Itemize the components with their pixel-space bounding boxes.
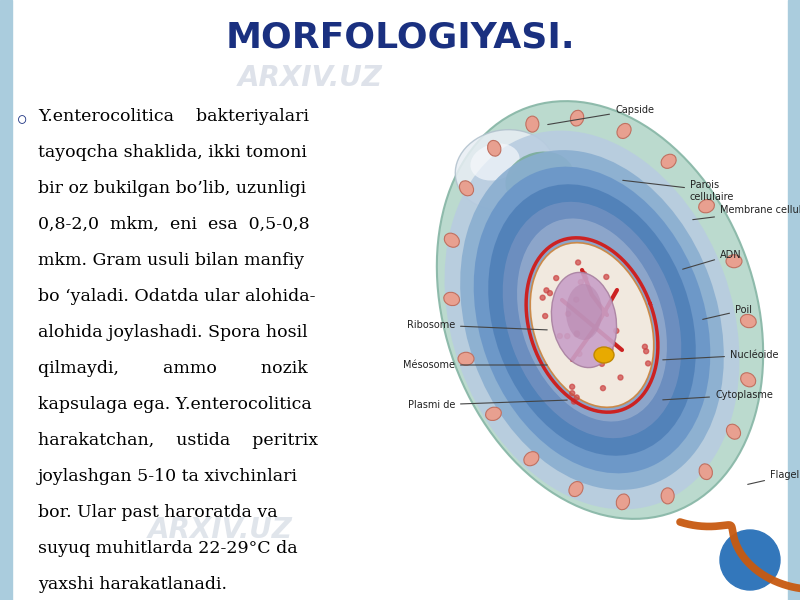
- Text: MORFOLOGIYASI.: MORFOLOGIYASI.: [226, 21, 574, 55]
- Circle shape: [644, 349, 649, 354]
- Ellipse shape: [460, 150, 724, 490]
- Circle shape: [601, 386, 606, 391]
- Ellipse shape: [698, 200, 714, 213]
- Circle shape: [571, 399, 577, 404]
- Circle shape: [570, 391, 574, 395]
- Text: joylashgan 5-10 ta xivchinlari: joylashgan 5-10 ta xivchinlari: [38, 468, 298, 485]
- Text: yaxshi harakatlanadi.: yaxshi harakatlanadi.: [38, 576, 227, 593]
- Text: Ribosome: Ribosome: [406, 320, 547, 330]
- Text: Membrane cellulaire: Membrane cellulaire: [693, 205, 800, 220]
- Ellipse shape: [661, 154, 676, 169]
- Text: Poil: Poil: [702, 305, 752, 319]
- Ellipse shape: [570, 110, 584, 126]
- Circle shape: [602, 309, 607, 314]
- Text: alohida joylashadi. Spora hosil: alohida joylashadi. Spora hosil: [38, 324, 308, 341]
- Circle shape: [599, 361, 605, 367]
- Ellipse shape: [741, 314, 756, 328]
- Ellipse shape: [506, 151, 574, 209]
- Circle shape: [608, 347, 613, 352]
- Text: bor. Ular past haroratda va: bor. Ular past haroratda va: [38, 504, 278, 521]
- Ellipse shape: [487, 140, 501, 156]
- Circle shape: [566, 311, 570, 316]
- Circle shape: [646, 361, 650, 366]
- Ellipse shape: [524, 452, 539, 466]
- Text: ARXIV.UZ: ARXIV.UZ: [147, 516, 293, 544]
- Text: tayoqcha shaklida, ikki tomoni: tayoqcha shaklida, ikki tomoni: [38, 144, 307, 161]
- Ellipse shape: [530, 242, 654, 407]
- Ellipse shape: [726, 255, 742, 268]
- Ellipse shape: [444, 292, 459, 305]
- Ellipse shape: [455, 130, 554, 211]
- Text: kapsulaga ega. Y.enterocolitica: kapsulaga ega. Y.enterocolitica: [38, 396, 312, 413]
- Text: Parois
cellulaire: Parois cellulaire: [622, 180, 734, 202]
- Circle shape: [575, 260, 581, 265]
- Text: suyuq muhitlarda 22-29°C da: suyuq muhitlarda 22-29°C da: [38, 540, 298, 557]
- Circle shape: [570, 384, 574, 389]
- Circle shape: [542, 314, 548, 319]
- Ellipse shape: [437, 101, 763, 519]
- Circle shape: [583, 276, 588, 281]
- Ellipse shape: [617, 124, 631, 139]
- Circle shape: [547, 290, 553, 296]
- Text: Plasmi de: Plasmi de: [408, 400, 567, 410]
- Ellipse shape: [445, 131, 739, 509]
- Text: Y.enterocolitica    bakteriyalari: Y.enterocolitica bakteriyalari: [38, 108, 309, 125]
- Circle shape: [720, 530, 780, 590]
- Text: ADN: ADN: [682, 250, 742, 269]
- Circle shape: [578, 280, 583, 284]
- Circle shape: [582, 272, 586, 277]
- Ellipse shape: [526, 116, 539, 132]
- Circle shape: [618, 375, 623, 380]
- Ellipse shape: [470, 143, 519, 181]
- Circle shape: [574, 395, 579, 400]
- Ellipse shape: [458, 352, 474, 365]
- Ellipse shape: [661, 488, 674, 504]
- Text: 0,8-2,0  mkm,  eni  esa  0,5-0,8: 0,8-2,0 mkm, eni esa 0,5-0,8: [38, 216, 310, 233]
- Ellipse shape: [616, 494, 630, 510]
- Ellipse shape: [741, 373, 756, 387]
- Circle shape: [544, 288, 549, 293]
- Circle shape: [614, 328, 619, 334]
- Ellipse shape: [517, 218, 667, 422]
- Text: bir oz bukilgan bo’lib, uzunligi: bir oz bukilgan bo’lib, uzunligi: [38, 180, 306, 197]
- Circle shape: [574, 332, 579, 337]
- Ellipse shape: [594, 347, 614, 363]
- Circle shape: [574, 297, 578, 302]
- Text: Nucléoide: Nucléoide: [662, 350, 778, 360]
- Text: Mésosome: Mésosome: [403, 360, 547, 370]
- Ellipse shape: [486, 407, 502, 421]
- Ellipse shape: [569, 482, 583, 497]
- Text: mkm. Gram usuli bilan manfiy: mkm. Gram usuli bilan manfiy: [38, 252, 304, 269]
- Text: ◦: ◦: [14, 108, 30, 136]
- Ellipse shape: [726, 424, 741, 439]
- Text: Flagelle: Flagelle: [748, 470, 800, 484]
- Ellipse shape: [566, 284, 602, 340]
- Text: Capside: Capside: [548, 105, 654, 125]
- Ellipse shape: [551, 272, 617, 368]
- Text: harakatchan,    ustida    peritrix: harakatchan, ustida peritrix: [38, 432, 318, 449]
- Circle shape: [558, 334, 562, 338]
- Text: qilmaydi,        ammo        nozik: qilmaydi, ammo nozik: [38, 360, 308, 377]
- Circle shape: [574, 331, 579, 336]
- Circle shape: [604, 274, 609, 280]
- Ellipse shape: [474, 167, 710, 473]
- Ellipse shape: [699, 464, 713, 479]
- Circle shape: [565, 334, 570, 338]
- Text: Cytoplasme: Cytoplasme: [662, 390, 773, 400]
- Ellipse shape: [488, 184, 696, 456]
- Circle shape: [540, 295, 545, 300]
- Text: ARXIV.UZ: ARXIV.UZ: [238, 64, 382, 92]
- Text: bo ‘yaladi. Odatda ular alohida-: bo ‘yaladi. Odatda ular alohida-: [38, 288, 315, 305]
- Circle shape: [577, 352, 582, 356]
- Bar: [0, 0, 12, 600]
- Ellipse shape: [444, 233, 459, 247]
- Ellipse shape: [502, 202, 682, 438]
- Ellipse shape: [459, 181, 474, 196]
- Circle shape: [554, 275, 558, 281]
- Circle shape: [642, 344, 647, 349]
- Bar: [788, 0, 800, 600]
